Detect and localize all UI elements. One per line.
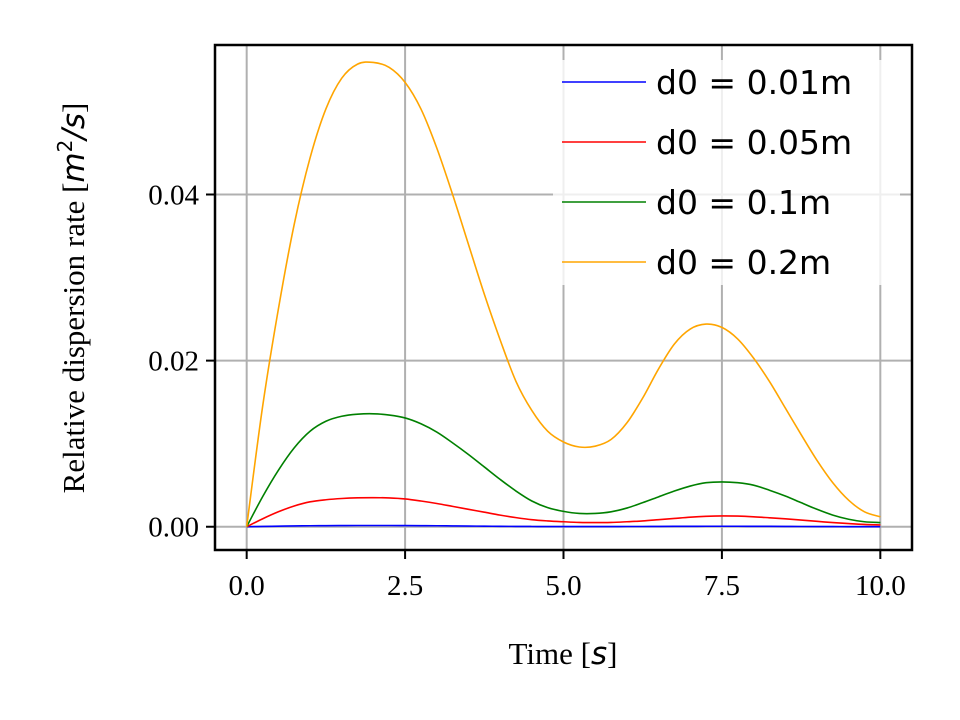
- series-line-1: [246, 524, 881, 528]
- series-line-4: [245, 61, 881, 527]
- y-tick-label: 0.04: [148, 180, 199, 212]
- x-tick-label: 5.0: [545, 570, 581, 602]
- tick-labels: 0.0 2.5 5.0 7.5 10.0 0.00 0.02 0.04: [148, 180, 905, 602]
- axis-ticks: [206, 193, 882, 559]
- legend-item: d0 = 0.2m: [562, 243, 831, 282]
- x-axis-title: Time [s]: [509, 636, 618, 672]
- legend-item: d0 = 0.1m: [562, 183, 831, 222]
- legend-label: d0 = 0.01m: [656, 63, 852, 102]
- legend-label: d0 = 0.2m: [656, 243, 831, 282]
- legend-item: d0 = 0.01m: [562, 63, 852, 102]
- x-tick-label: 2.5: [387, 570, 423, 602]
- legend-item: d0 = 0.05m: [562, 123, 852, 162]
- legend-label: d0 = 0.1m: [656, 183, 831, 222]
- legend-background: [553, 60, 900, 285]
- x-tick-label: 0.0: [229, 570, 265, 602]
- y-tick-label: 0.02: [148, 346, 199, 378]
- legend: d0 = 0.01m d0 = 0.05m d0 = 0.1m d0 = 0.2m: [553, 60, 900, 285]
- y-axis-title: Relative dispersion rate [m2/s]: [53, 103, 92, 494]
- x-tick-label: 10.0: [855, 570, 906, 602]
- y-tick-label: 0.00: [148, 512, 199, 544]
- legend-label: d0 = 0.05m: [656, 123, 852, 162]
- series-line-3: [245, 412, 881, 528]
- x-tick-label: 7.5: [704, 570, 740, 602]
- series-line-2: [246, 496, 881, 528]
- series-lines: [245, 61, 881, 528]
